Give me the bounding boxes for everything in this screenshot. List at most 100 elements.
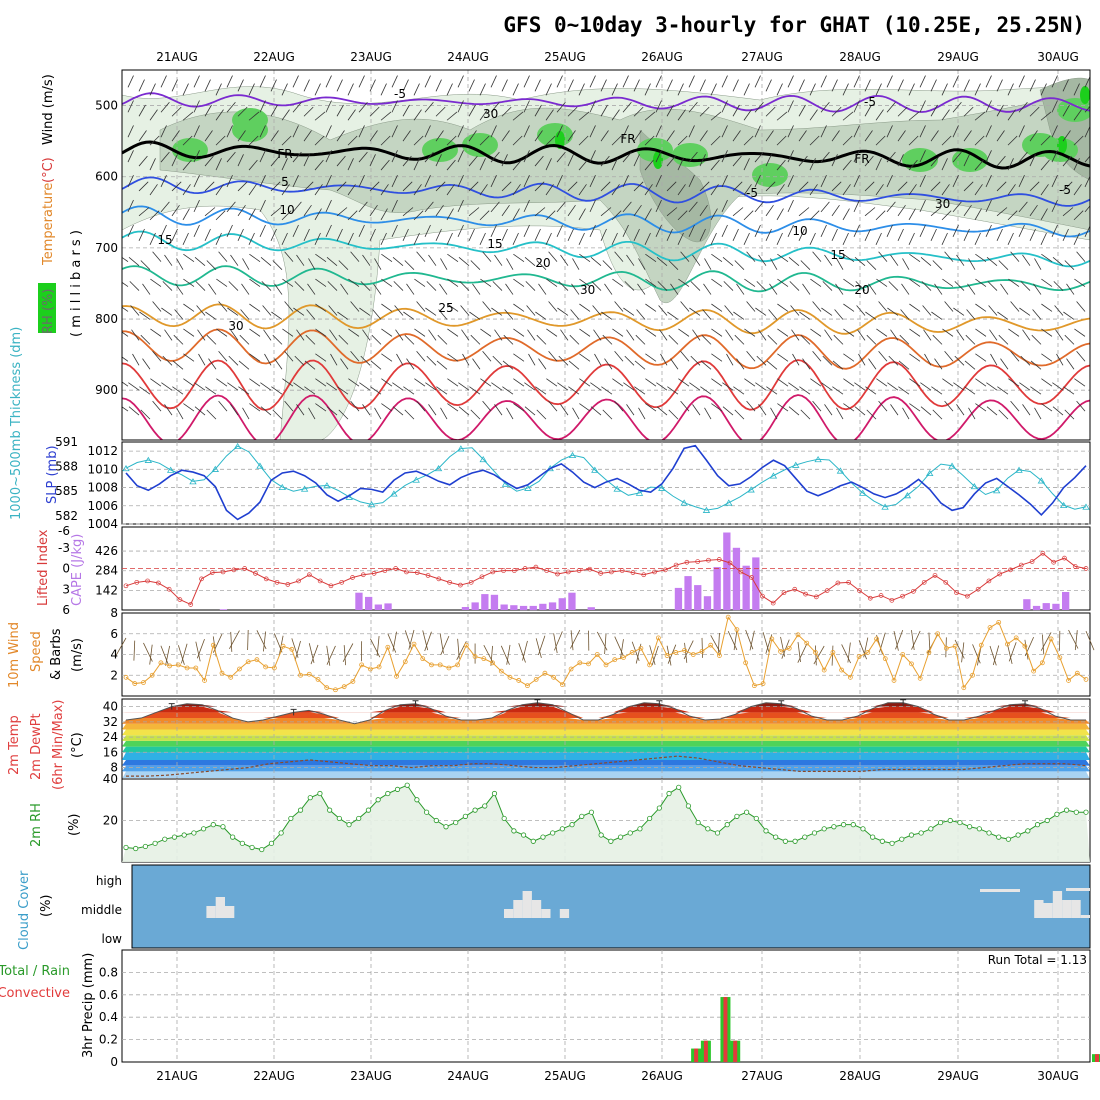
wind-barb (732, 104, 740, 117)
wind-barb (160, 175, 167, 188)
wind-barb (274, 283, 283, 295)
wind-barb (732, 130, 741, 142)
rh-point (443, 824, 449, 830)
thickness-point (836, 467, 845, 474)
dewpt2m-label: 2m DewPt (29, 713, 44, 780)
li-point (867, 595, 873, 601)
wind-barb (249, 353, 261, 362)
temp-max-marker (900, 699, 907, 706)
wind-barb (634, 360, 646, 370)
wind-barb (171, 79, 178, 92)
wind-barb (601, 311, 613, 320)
rh-fill (122, 785, 1090, 862)
wind-barb (890, 329, 899, 341)
rh-saturated-1 (653, 151, 663, 169)
wind-barb (878, 400, 888, 412)
wind-barb (831, 106, 842, 117)
wind-barb (622, 151, 632, 163)
wind-barb (416, 301, 426, 312)
wind-barb (503, 334, 514, 345)
isotherm-label: FR (277, 147, 292, 161)
wind-barb (930, 104, 938, 117)
wind-barb (722, 406, 734, 416)
wind-barb (623, 307, 635, 316)
wind-barb (831, 181, 842, 192)
wind-barb (226, 125, 233, 138)
thickness-point (166, 466, 175, 473)
wind-speed-point (202, 678, 207, 683)
isotherm-label: 20 (535, 256, 550, 270)
wind-barb (446, 208, 454, 221)
wind-speed-point (795, 632, 801, 638)
date-bottom-25AUG: 25AUG (544, 1069, 586, 1083)
wind-barb (853, 199, 860, 213)
rh-point (259, 846, 265, 853)
wind-barb (802, 358, 811, 370)
wind-barb (381, 328, 393, 337)
wind-speed-point (621, 655, 626, 661)
wind-speed-point (943, 645, 949, 651)
rh-point (268, 840, 275, 846)
wind-barb (183, 378, 195, 387)
wind-barb (733, 311, 745, 320)
wind-barb (666, 155, 676, 167)
wind-barb (479, 210, 490, 221)
wind-barb (655, 100, 662, 113)
thickness-point (658, 484, 666, 491)
wind-barb (930, 181, 941, 192)
wind-barb (908, 232, 915, 245)
wind-barb (657, 281, 668, 291)
date-bottom-24AUG: 24AUG (447, 1069, 489, 1083)
wind-barb (176, 407, 184, 420)
rh-moist-6 (672, 143, 708, 167)
wind10m-barb (370, 638, 381, 658)
wind-barb (490, 201, 500, 213)
temp-max-marker (778, 700, 785, 707)
wind-barb (711, 353, 723, 362)
cloud-bar-high (980, 889, 1020, 892)
wind-barb (624, 281, 635, 291)
wind-barb (1022, 329, 1031, 341)
ytick-slp-1006: 1006 (87, 499, 118, 513)
wind-barb (315, 253, 327, 262)
wind-barb (758, 404, 767, 416)
wind-barb (952, 102, 962, 113)
wind-barb (196, 305, 206, 316)
wind-barb (204, 130, 213, 142)
wind-barb (193, 125, 200, 138)
li-point (652, 569, 657, 575)
wind-barb (656, 382, 668, 391)
wind-barb (952, 125, 959, 138)
wind-barb (623, 382, 635, 391)
wind-barb (391, 150, 398, 163)
wind-barb (754, 224, 761, 237)
wind-barb (506, 407, 514, 420)
wind-barb (677, 232, 684, 245)
wind-barb (292, 151, 302, 163)
wind-barb (919, 199, 926, 213)
wind-barb (248, 135, 259, 146)
li-point (803, 591, 808, 597)
cloud-bar (1034, 900, 1044, 918)
wind-speed-point (376, 664, 382, 670)
wind-barb (919, 224, 926, 237)
wind-barb (173, 334, 184, 345)
wind-barb (1041, 303, 1053, 312)
wind-speed-point (1031, 668, 1037, 674)
wind-barb (303, 106, 314, 117)
wind10m-barb (961, 642, 965, 663)
wind-speed-point (298, 672, 303, 678)
ytick-wind-2: 2 (110, 668, 118, 682)
wind-barb (1007, 158, 1014, 171)
wind-barb (944, 351, 954, 362)
wind-barb (721, 224, 728, 237)
wind-barb (358, 151, 368, 163)
wind-barb (853, 224, 860, 237)
wind-barb (350, 400, 360, 412)
wind-barb (271, 311, 283, 320)
wind-barb (974, 83, 981, 96)
wind-barb (447, 278, 459, 287)
wind-barb (261, 281, 272, 291)
wind-barb (416, 351, 426, 362)
isotherm-label: 15 (487, 237, 502, 251)
